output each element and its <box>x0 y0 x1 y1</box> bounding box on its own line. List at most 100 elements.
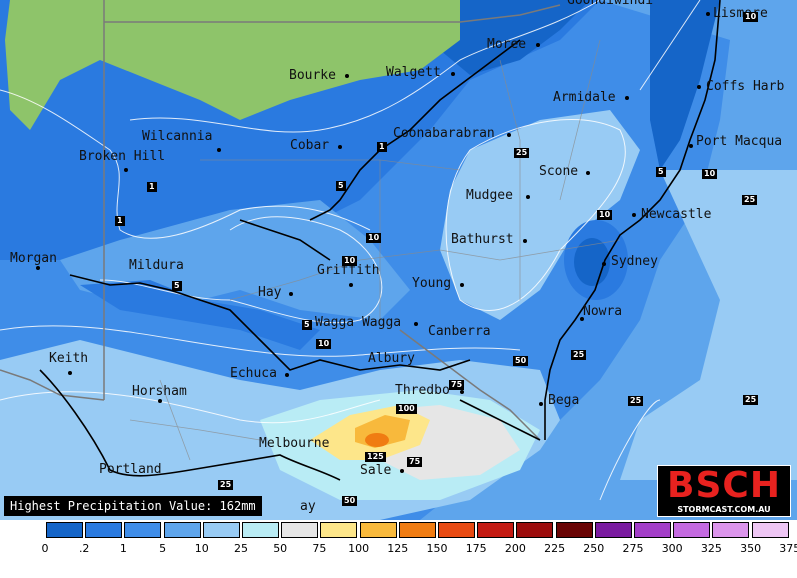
contour-label: 25 <box>218 480 234 490</box>
logo-subtext: STORMCAST.COM.AU <box>677 505 771 514</box>
legend-value: 5 <box>159 542 167 555</box>
legend-value: 200 <box>504 542 526 555</box>
city-armidale: Armidale <box>553 90 616 105</box>
city-wagga-wagga: Wagga Wagga <box>315 315 402 330</box>
legend-swatch <box>477 522 515 538</box>
city-dot <box>36 266 40 270</box>
legend-swatch <box>398 522 436 538</box>
contour-label: 10 <box>366 233 382 243</box>
city-dot <box>289 292 293 296</box>
city-coonabarabran: Coonabarabran <box>393 126 495 141</box>
legend-value: 125 <box>387 542 409 555</box>
city-scone: Scone <box>539 164 579 179</box>
contour-label: 25 <box>514 148 530 158</box>
city-newcastle: Newcastle <box>641 207 712 222</box>
city-moree: Moree <box>487 37 527 52</box>
highest-precipitation-status: Highest Precipitation Value: 162mm <box>4 496 262 516</box>
contour-label: 50 <box>513 356 529 366</box>
city-dot <box>338 145 342 149</box>
city-horsham: Horsham <box>132 384 187 399</box>
contour-label: 1 <box>115 216 125 226</box>
logo-text: BSCH <box>667 465 781 506</box>
city-goondiwindi: Goondiwindi <box>567 0 654 8</box>
city-griffith: Griffith <box>317 263 380 278</box>
legend-value: 10 <box>194 542 209 555</box>
city-dot <box>507 133 511 137</box>
city-port-macquarie: Port Macqua <box>696 134 783 149</box>
legend-swatch <box>634 522 671 538</box>
contour-label: 5 <box>656 167 666 177</box>
bsch-logo: BSCH STORMCAST.COM.AU <box>657 465 791 517</box>
city-keith: Keith <box>49 351 89 366</box>
legend-swatch <box>202 522 240 538</box>
legend-value: 25 <box>234 542 248 555</box>
city-bourke: Bourke <box>289 68 336 83</box>
city-dot <box>602 262 606 266</box>
legend-swatch <box>281 522 319 538</box>
city-hay: Hay <box>258 285 282 300</box>
city-lismore: Lismore <box>713 6 768 21</box>
contour-label: 1 <box>377 142 387 152</box>
contour-label: 75 <box>449 380 465 390</box>
contour-label: 10 <box>316 339 332 349</box>
city-morgan: Morgan <box>10 251 57 266</box>
city-dot <box>689 144 693 148</box>
city-dot <box>460 283 464 287</box>
city-dot <box>526 195 530 199</box>
legend-swatch <box>516 522 554 538</box>
city-canberra: Canberra <box>428 324 491 339</box>
city-dot <box>68 371 72 375</box>
legend-swatch <box>359 522 397 538</box>
city-dot <box>158 399 162 403</box>
legend-value: 50 <box>273 542 288 555</box>
legend-swatch <box>46 522 83 538</box>
legend-value: 150 <box>426 542 448 555</box>
contour-label: 125 <box>365 452 386 462</box>
legend-value: 0 <box>41 542 49 555</box>
city-dot <box>400 469 404 473</box>
legend-value: 250 <box>583 542 605 555</box>
precipitation-map <box>0 0 797 520</box>
contour-label: 50 <box>342 496 358 506</box>
city-dot <box>697 85 701 89</box>
city-walgett: Walgett <box>386 65 441 80</box>
legend-value: .2 <box>78 542 90 555</box>
precipitation-legend: 0 .2 1 5 10 25 50 75 100 125 150 175 200 225 250 275 300… <box>0 520 797 578</box>
legend-value: 1 <box>119 542 127 555</box>
city-dot <box>451 72 455 76</box>
city-mudgee: Mudgee <box>466 188 513 203</box>
city-dot <box>349 283 353 287</box>
city-coffs-harbour: Coffs Harb <box>706 79 785 94</box>
city-bathurst: Bathurst <box>451 232 514 247</box>
city-dot <box>536 43 540 47</box>
legend-value: 300 <box>661 542 683 555</box>
city-mildura: Mildura <box>129 258 184 273</box>
contour-label: 10 <box>702 169 718 179</box>
city-echuca: Echuca <box>230 366 277 381</box>
city-melbourne: Melbourne <box>259 436 330 451</box>
city-dot <box>523 239 527 243</box>
legend-value: 375 <box>779 542 797 555</box>
legend-swatch <box>163 522 201 538</box>
city-dot <box>625 96 629 100</box>
contour-label: 10 <box>342 256 358 266</box>
contour-label: 25 <box>743 395 759 405</box>
legend-value: 275 <box>622 542 644 555</box>
city-dot <box>124 168 128 172</box>
legend-swatch <box>751 522 789 538</box>
city-dot <box>414 322 418 326</box>
legend-swatch <box>242 522 279 538</box>
contour-label: 5 <box>336 181 346 191</box>
legend-swatch <box>712 522 750 538</box>
city-nowra: Nowra <box>583 304 623 319</box>
contour-label: 25 <box>571 350 587 360</box>
legend-swatch <box>555 522 593 538</box>
contour-label: 100 <box>396 404 417 414</box>
city-young: Young <box>412 276 452 291</box>
city-dot <box>460 390 464 394</box>
legend-swatch <box>673 522 711 538</box>
city-portland: Portland <box>99 462 162 477</box>
city-dot <box>217 148 221 152</box>
city-dot <box>345 74 349 78</box>
contour-label: 75 <box>407 457 423 467</box>
